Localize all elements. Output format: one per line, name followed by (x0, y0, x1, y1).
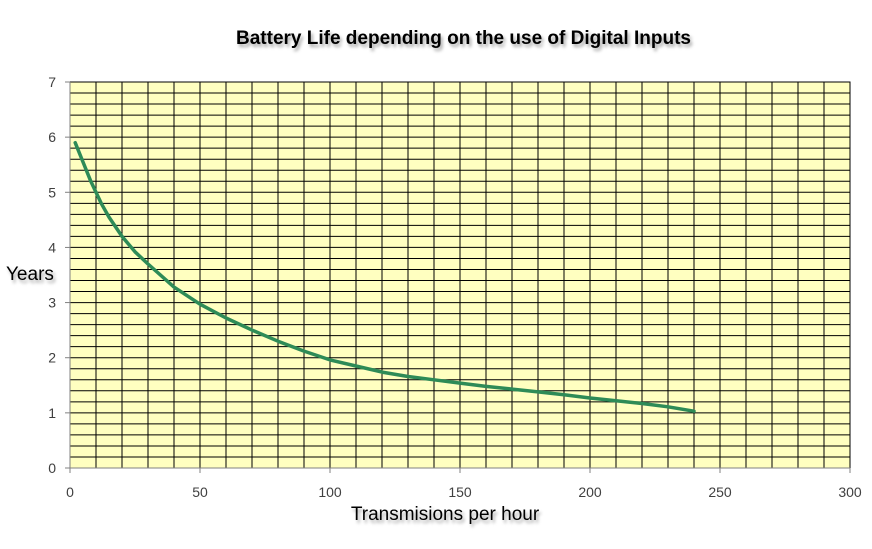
y-tick-label: 1 (48, 405, 56, 421)
y-tick-label: 0 (48, 460, 56, 476)
y-axis-title: Years (6, 264, 54, 285)
y-tick-label: 7 (48, 74, 56, 90)
x-tick-label: 50 (192, 484, 208, 500)
axes (65, 81, 851, 473)
x-tick-label: 200 (578, 484, 602, 500)
gridlines (69, 81, 851, 469)
series-layer (73, 140, 696, 413)
y-tick-label: 5 (48, 184, 56, 200)
tick-labels: 0 1 2 3 4 5 6 7 0 50 100 150 200 250 300 (48, 74, 862, 500)
y-tick-label: 4 (48, 239, 56, 255)
y-tick-label: 6 (48, 129, 56, 145)
x-axis-title: Transmisions per hour (351, 504, 540, 525)
x-tick-label: 150 (448, 484, 472, 500)
x-tick-label: 300 (838, 484, 862, 500)
x-tick-label: 250 (708, 484, 732, 500)
chart-title: Battery Life depending on the use of Dig… (236, 28, 691, 49)
y-tick-label: 3 (48, 295, 56, 311)
x-tick-label: 100 (318, 484, 342, 500)
y-tick-label: 2 (48, 350, 56, 366)
series-line-1 (73, 140, 696, 413)
x-tick-label: 0 (66, 484, 74, 500)
